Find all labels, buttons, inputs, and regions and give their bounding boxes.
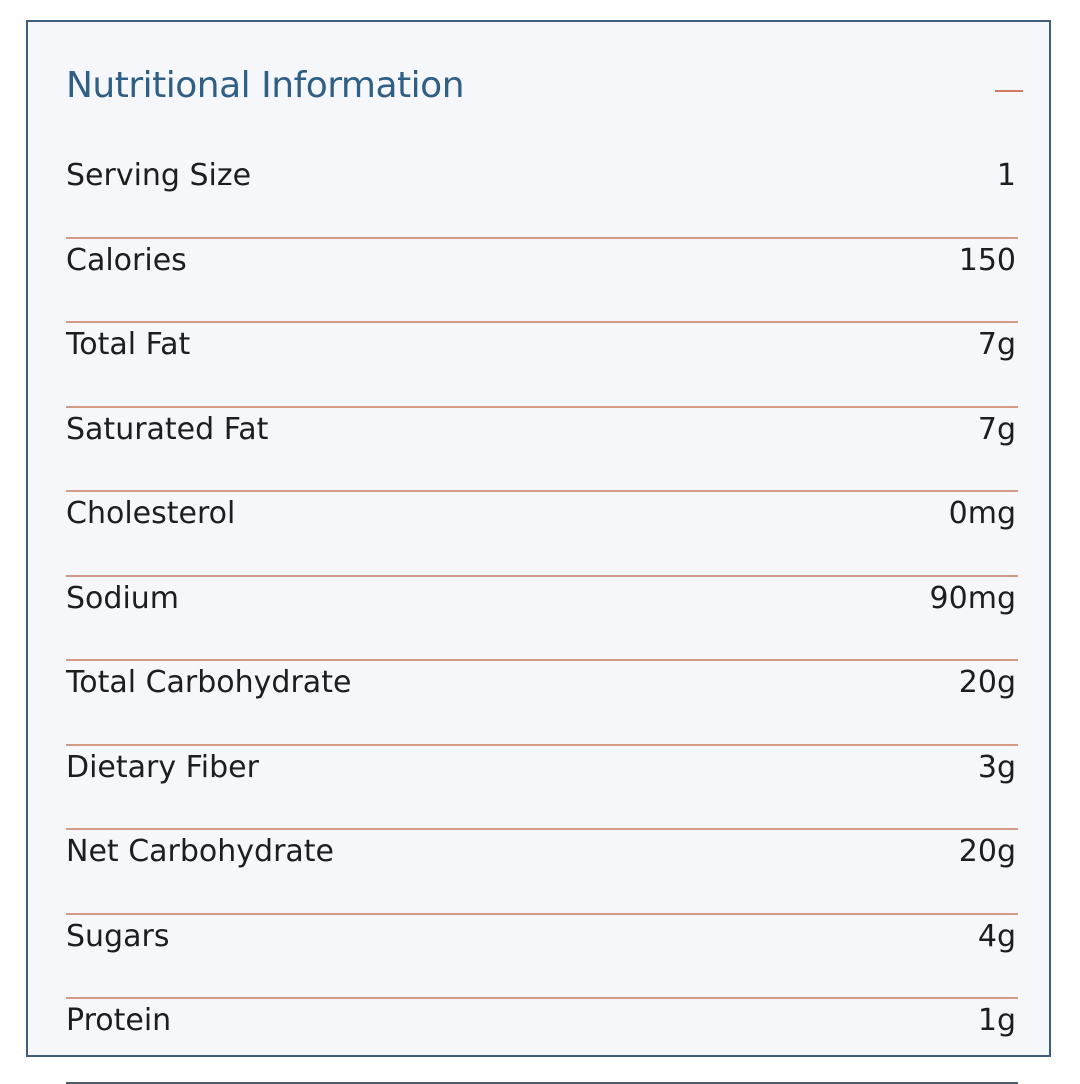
row-value: 150 bbox=[958, 242, 1016, 278]
row-label: Sodium bbox=[66, 580, 180, 616]
row-label: Sugars bbox=[66, 918, 170, 954]
table-row: Total Fat 7g bbox=[66, 323, 1018, 408]
row-value: 1 bbox=[996, 158, 1016, 193]
row-value: 20g bbox=[958, 834, 1016, 869]
row-value: 3g bbox=[977, 749, 1016, 785]
row-value: 4g bbox=[977, 918, 1016, 954]
table-row: Calories 150 bbox=[66, 239, 1018, 323]
nutrition-table: Serving Size 1 Calories 150 Total Fat 7g… bbox=[66, 154, 1018, 1084]
row-label: Net Carbohydrate bbox=[66, 834, 335, 869]
row-label: Saturated Fat bbox=[66, 411, 269, 447]
panel-title: Nutritional Information bbox=[66, 65, 465, 106]
table-row: Saturated Fat 7g bbox=[66, 408, 1018, 492]
collapse-button[interactable] bbox=[995, 88, 1025, 94]
table-row: Dietary Fiber 3g bbox=[66, 746, 1018, 830]
table-row: Protein 1g bbox=[66, 999, 1018, 1084]
panel-header: Nutritional Information bbox=[66, 62, 1025, 110]
table-row: Sodium 90mg bbox=[66, 577, 1018, 661]
table-row: Sugars 4g bbox=[66, 915, 1018, 999]
row-value: 1g bbox=[977, 1003, 1016, 1038]
row-value: 90mg bbox=[929, 580, 1016, 616]
row-label: Protein bbox=[66, 1003, 172, 1038]
row-value: 0mg bbox=[948, 496, 1016, 531]
minus-icon bbox=[995, 90, 1023, 92]
row-label: Calories bbox=[66, 242, 187, 278]
table-row: Serving Size 1 bbox=[66, 154, 1018, 239]
table-row: Total Carbohydrate 20g bbox=[66, 661, 1018, 746]
row-value: 7g bbox=[977, 327, 1016, 362]
row-label: Cholesterol bbox=[66, 496, 236, 531]
row-label: Dietary Fiber bbox=[66, 749, 259, 785]
table-row: Cholesterol 0mg bbox=[66, 492, 1018, 577]
row-value: 7g bbox=[977, 411, 1016, 447]
row-label: Total Fat bbox=[66, 327, 191, 362]
row-label: Serving Size bbox=[66, 158, 252, 193]
row-label: Total Carbohydrate bbox=[66, 665, 352, 700]
row-value: 20g bbox=[958, 665, 1016, 700]
nutrition-panel: Nutritional Information Serving Size 1 C… bbox=[26, 20, 1051, 1084]
table-row: Net Carbohydrate 20g bbox=[66, 830, 1018, 915]
